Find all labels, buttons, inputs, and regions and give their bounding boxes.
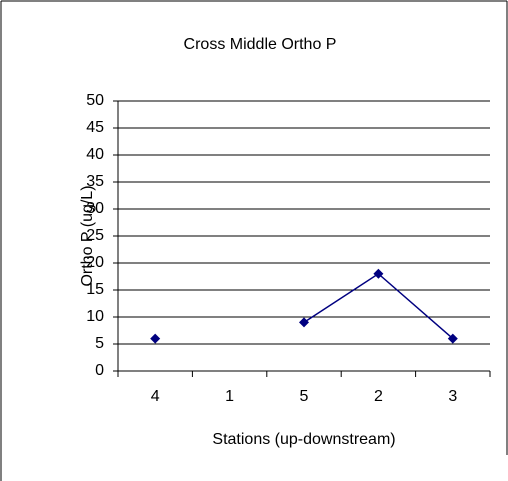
- y-tick-label: 15: [86, 281, 104, 298]
- y-axis-label: Ortho P (ug/L): [79, 185, 96, 286]
- marker: [299, 317, 309, 328]
- x-tick-label: 3: [448, 388, 457, 405]
- y-tick-label: 20: [86, 254, 104, 271]
- y-tick-label: 5: [95, 335, 104, 352]
- y-tick-label: 35: [86, 173, 104, 190]
- marker: [373, 268, 384, 279]
- y-tick-label: 0: [95, 362, 104, 379]
- x-tick-label: 2: [374, 388, 383, 405]
- y-tick-label: 40: [86, 146, 104, 163]
- y-tick-label: 50: [86, 92, 104, 109]
- y-tick-label: 30: [86, 200, 104, 217]
- chart-title: Cross Middle Ortho P: [184, 36, 337, 53]
- marker: [447, 333, 458, 344]
- marker: [150, 333, 161, 344]
- y-tick-label: 25: [86, 227, 104, 244]
- x-axis-label: Stations (up-downstream): [212, 431, 395, 448]
- y-tick-label: 10: [86, 308, 104, 325]
- x-tick-label: 4: [151, 388, 160, 405]
- x-tick-label: 1: [225, 388, 234, 405]
- y-tick-label: 45: [86, 119, 104, 136]
- x-tick-label: 5: [300, 388, 309, 405]
